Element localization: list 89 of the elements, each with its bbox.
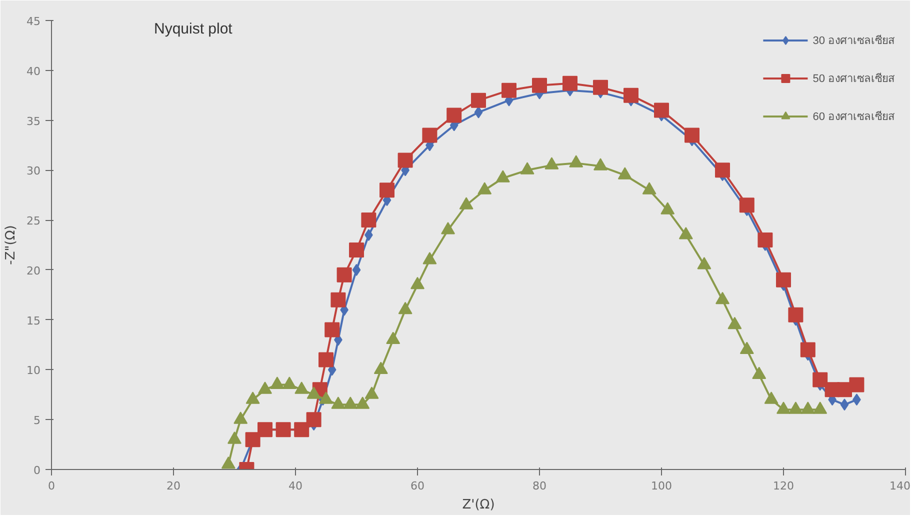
x-tick-label: 80 (532, 480, 546, 492)
point (319, 392, 333, 404)
point (471, 92, 486, 108)
y-tick-label: 10 (26, 364, 41, 378)
point (410, 276, 424, 290)
point (624, 88, 638, 103)
point (294, 382, 309, 394)
point (398, 152, 413, 168)
point (318, 352, 334, 368)
point (788, 402, 803, 414)
point (386, 332, 400, 344)
point (474, 106, 483, 118)
point (684, 128, 700, 143)
x-tick-label: 60 (410, 480, 424, 492)
point (800, 402, 815, 414)
x-tick-label: 0 (48, 480, 55, 492)
point (374, 362, 388, 374)
point (502, 82, 516, 98)
y-axis-title: -Z"(Ω) (4, 225, 19, 265)
point (380, 182, 394, 198)
legend-label: 60 องศาเซลเซียส (812, 110, 895, 125)
y-tick-label: 20 (26, 264, 41, 278)
point (678, 227, 693, 240)
y-tick-label: 35 (26, 114, 41, 128)
point (660, 202, 675, 214)
y-tick-label: 15 (26, 314, 41, 328)
y-tick-label: 25 (26, 214, 41, 228)
point (446, 108, 462, 123)
y-tick-label: 40 (26, 64, 41, 78)
point (758, 232, 773, 248)
chart-title: Nyquist plot (154, 20, 234, 38)
legend-label: 30 องศาเซลเซียส (812, 34, 895, 49)
point (593, 80, 608, 95)
point (752, 366, 766, 379)
point (715, 162, 730, 178)
point (459, 197, 474, 210)
point (352, 264, 361, 276)
point (364, 386, 379, 399)
point (562, 76, 578, 91)
point (740, 342, 754, 354)
point (812, 372, 828, 388)
point (306, 386, 321, 399)
point (776, 402, 790, 414)
point (282, 376, 296, 389)
point (532, 78, 547, 93)
point (642, 182, 656, 194)
point (739, 198, 754, 213)
point (422, 128, 438, 143)
point (840, 398, 849, 411)
y-tick-label: 0 (34, 464, 40, 477)
point (330, 292, 346, 308)
point (441, 222, 455, 234)
point (361, 212, 376, 228)
x-tick-label: 20 (166, 480, 180, 492)
point (849, 377, 864, 392)
point (306, 412, 322, 428)
point (336, 267, 352, 282)
point (422, 252, 437, 264)
point (800, 342, 816, 358)
x-axis-title: Z'(Ω) (462, 498, 495, 512)
point (349, 242, 364, 258)
legend-label: 50 องศาเซลเซียส (812, 72, 895, 87)
x-tick-label: 140 (890, 480, 911, 492)
x-tick-label: 120 (773, 480, 794, 492)
point (764, 392, 778, 404)
point (343, 396, 358, 409)
point (331, 396, 346, 409)
point (478, 182, 492, 194)
x-tick-label: 100 (651, 480, 672, 492)
point (716, 292, 730, 304)
point (246, 392, 260, 404)
point (258, 382, 272, 394)
point (270, 376, 284, 389)
point (728, 316, 742, 330)
point (356, 396, 370, 409)
point (654, 102, 669, 118)
y-tick-label: 30 (26, 164, 41, 178)
y-tick-label: 45 (26, 15, 41, 28)
point (813, 402, 828, 414)
point (398, 302, 412, 314)
y-tick-label: 5 (34, 414, 40, 428)
point (697, 256, 712, 270)
point (324, 322, 340, 338)
point (776, 272, 791, 288)
point (228, 432, 242, 444)
point (234, 412, 248, 424)
x-tick-label: 40 (288, 480, 302, 492)
point (788, 307, 804, 322)
point (221, 456, 236, 469)
